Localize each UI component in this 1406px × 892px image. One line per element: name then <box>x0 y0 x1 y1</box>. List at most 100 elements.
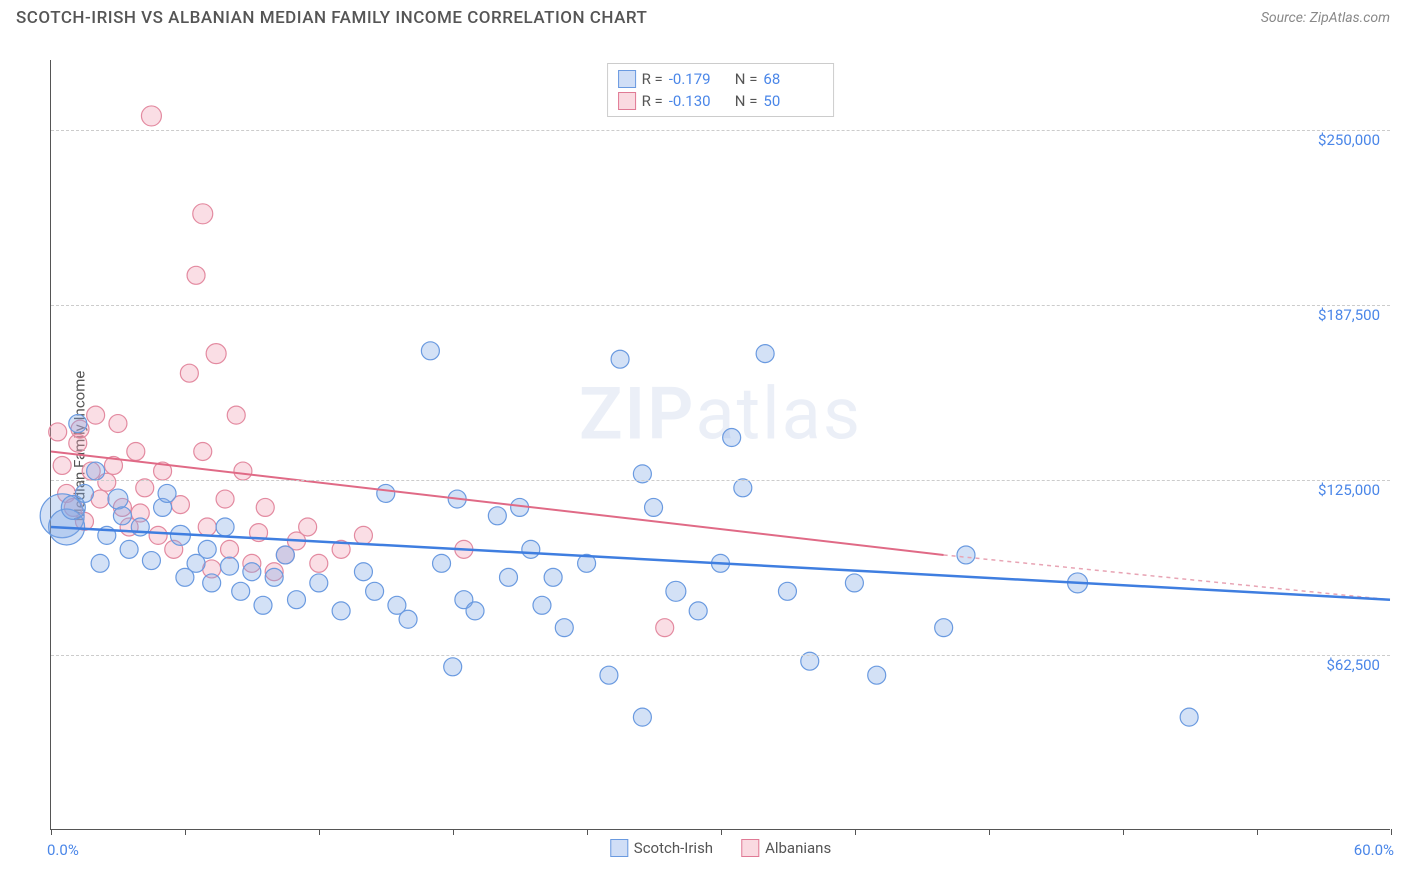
data-point <box>158 484 176 502</box>
scatter-svg <box>51 60 1390 829</box>
data-point <box>194 443 212 461</box>
data-point <box>221 557 239 575</box>
data-point <box>109 415 127 433</box>
data-point <box>91 554 109 572</box>
y-tick-label: $125,000 <box>1318 481 1380 499</box>
data-point <box>723 429 741 447</box>
data-point <box>544 568 562 586</box>
data-point <box>69 415 87 433</box>
data-point <box>1180 708 1198 726</box>
legend-item-blue: Scotch-Irish <box>610 839 713 857</box>
data-point <box>421 342 439 360</box>
data-point <box>108 489 128 509</box>
data-point <box>53 456 71 474</box>
data-point <box>868 666 886 684</box>
data-point <box>87 462 105 480</box>
data-point <box>113 507 131 525</box>
data-point <box>310 574 328 592</box>
data-point <box>666 581 686 601</box>
data-point <box>611 350 629 368</box>
x-tick <box>587 829 588 835</box>
legend-swatch-pink-icon <box>741 839 759 857</box>
data-point <box>433 554 451 572</box>
data-point <box>756 345 774 363</box>
x-tick <box>1391 829 1392 835</box>
data-point <box>198 518 216 536</box>
data-point <box>142 552 160 570</box>
data-point <box>136 479 154 497</box>
data-point <box>265 568 283 586</box>
data-point <box>203 574 221 592</box>
data-point <box>366 582 384 600</box>
x-tick <box>51 829 52 835</box>
data-point <box>354 526 372 544</box>
stats-row-pink: R = -0.130 N = 50 <box>618 90 824 112</box>
chart-title: SCOTCH-IRISH VS ALBANIAN MEDIAN FAMILY I… <box>16 8 647 28</box>
data-point <box>645 498 663 516</box>
swatch-pink-icon <box>618 92 636 110</box>
data-point <box>193 204 213 224</box>
data-point <box>444 658 462 676</box>
y-tick-label: $62,500 <box>1326 656 1380 674</box>
data-point <box>399 610 417 628</box>
data-point <box>633 708 651 726</box>
data-point <box>75 484 93 502</box>
data-point <box>87 406 105 424</box>
data-point <box>935 619 953 637</box>
stats-row-blue: R = -0.179 N = 68 <box>618 68 824 90</box>
x-tick <box>1257 829 1258 835</box>
gridline <box>51 655 1390 656</box>
data-point <box>276 546 294 564</box>
data-point <box>287 591 305 609</box>
data-point <box>600 666 618 684</box>
data-point <box>332 602 350 620</box>
data-point <box>466 602 484 620</box>
data-point <box>216 518 234 536</box>
data-point <box>180 364 198 382</box>
data-point <box>221 540 239 558</box>
legend-swatch-blue-icon <box>610 839 628 857</box>
x-tick <box>721 829 722 835</box>
swatch-blue-icon <box>618 70 636 88</box>
x-axis-max-label: 60.0% <box>1354 841 1394 859</box>
x-axis-min-label: 0.0% <box>47 841 79 859</box>
data-point <box>120 540 138 558</box>
data-point <box>227 406 245 424</box>
data-point <box>198 540 216 558</box>
y-tick-label: $187,500 <box>1318 306 1380 324</box>
data-point <box>243 563 261 581</box>
bottom-legend: Scotch-Irish Albanians <box>610 839 831 857</box>
gridline <box>51 130 1390 131</box>
data-point <box>256 498 274 516</box>
gridline <box>51 480 1390 481</box>
gridline <box>51 305 1390 306</box>
source-label: Source: ZipAtlas.com <box>1261 10 1390 26</box>
data-point <box>187 266 205 284</box>
data-point <box>845 574 863 592</box>
data-point <box>141 106 161 126</box>
data-point <box>499 568 517 586</box>
x-tick <box>989 829 990 835</box>
data-point <box>522 540 540 558</box>
y-tick-label: $250,000 <box>1318 131 1380 149</box>
x-tick <box>185 829 186 835</box>
data-point <box>216 490 234 508</box>
data-point <box>555 619 573 637</box>
data-point <box>354 563 372 581</box>
data-point <box>689 602 707 620</box>
legend-item-pink: Albanians <box>741 839 831 857</box>
data-point <box>127 443 145 461</box>
data-point <box>206 344 226 364</box>
data-point <box>49 423 67 441</box>
data-point <box>149 526 167 544</box>
data-point <box>377 484 395 502</box>
data-point <box>234 462 252 480</box>
stats-legend-box: R = -0.179 N = 68 R = -0.130 N = 50 <box>607 63 835 117</box>
data-point <box>254 596 272 614</box>
x-tick <box>319 829 320 835</box>
data-point <box>656 619 674 637</box>
data-point <box>778 582 796 600</box>
data-point <box>310 554 328 572</box>
x-tick <box>1123 829 1124 835</box>
trend-line <box>944 555 1390 600</box>
